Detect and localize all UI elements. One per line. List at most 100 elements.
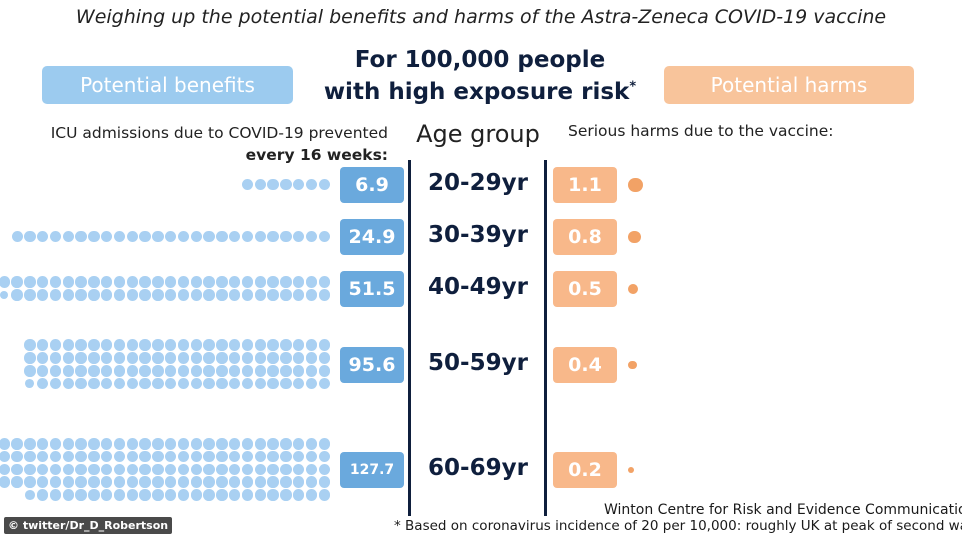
benefit-dot-50-59 <box>216 339 228 351</box>
benefit-dot-40-49 <box>228 276 241 288</box>
benefit-dot-20-29 <box>254 178 266 191</box>
benefit-dot-50-59 <box>254 339 266 351</box>
benefit-dot-60-69 <box>216 476 228 488</box>
age-label-30-39: 30-39yr <box>428 222 528 248</box>
benefit-dot-40-49 <box>216 276 228 288</box>
benefit-dot-60-69 <box>49 450 62 463</box>
benefit-dot-60-69 <box>254 438 266 450</box>
benefit-dot-60-69 <box>152 476 164 488</box>
benefit-dot-40-49 <box>11 276 23 288</box>
benefit-dot-30-39 <box>216 230 228 243</box>
benefit-dot-50-59 <box>318 377 330 390</box>
benefit-dot-50-59 <box>305 339 318 351</box>
benefit-dot-60-69 <box>88 463 100 476</box>
benefit-dot-60-69 <box>292 489 305 501</box>
chart-subtitle: For 100,000 people with high exposure ri… <box>320 44 640 108</box>
harm-dot-60-69 <box>628 466 635 474</box>
benefit-dot-60-69 <box>203 463 215 476</box>
benefit-dot-30-39 <box>190 230 202 243</box>
harms-column-heading: Serious harms due to the vaccine: <box>568 122 834 140</box>
benefit-dot-60-69 <box>292 463 305 476</box>
benefit-dot-60-69 <box>177 476 190 488</box>
benefit-dot-50-59 <box>164 352 177 364</box>
benefit-dot-50-59 <box>75 339 87 351</box>
benefit-dot-50-59 <box>318 352 330 364</box>
benefit-dot-20-29 <box>280 178 292 191</box>
benefits-column-heading: ICU admissions due to COVID-19 prevented… <box>51 122 388 166</box>
benefit-dot-60-69 <box>254 463 266 476</box>
benefit-dot-50-59 <box>139 377 151 390</box>
benefit-dot-40-49 <box>75 276 87 288</box>
benefit-dot-50-59 <box>305 365 318 377</box>
benefit-dot-40-49 <box>318 289 330 301</box>
benefit-dot-40-49 <box>267 276 279 288</box>
benefit-dot-40-49 <box>241 289 254 301</box>
benefit-dot-60-69 <box>62 489 74 501</box>
benefit-dot-60-69 <box>75 450 87 463</box>
age-label-40-49: 40-49yr <box>428 274 528 300</box>
benefit-dot-50-59 <box>152 339 164 351</box>
benefit-dot-40-49 <box>100 289 113 301</box>
benefit-dot-30-39 <box>24 230 36 243</box>
benefit-dot-40-49 <box>113 276 126 288</box>
benefit-dot-60-69 <box>203 450 215 463</box>
benefit-dot-50-59 <box>190 377 202 390</box>
benefit-dot-60-69 <box>0 476 10 488</box>
benefit-dot-60-69 <box>254 489 266 501</box>
benefit-dot-40-49 <box>36 289 49 301</box>
benefit-dot-30-39 <box>164 230 177 243</box>
benefit-dot-60-69 <box>254 476 266 488</box>
benefit-dot-60-69 <box>164 438 177 450</box>
benefit-dot-40-49 <box>36 276 49 288</box>
benefit-dot-60-69 <box>203 476 215 488</box>
benefit-dot-50-59 <box>267 365 279 377</box>
benefit-dot-60-69 <box>292 438 305 450</box>
benefit-dot-30-39 <box>241 230 254 243</box>
benefit-dot-60-69 <box>177 450 190 463</box>
benefit-dot-50-59 <box>113 339 126 351</box>
benefit-dot-50-59 <box>75 365 87 377</box>
benefit-dot-60-69 <box>88 476 100 488</box>
benefit-dot-60-69 <box>49 438 62 450</box>
benefit-dot-50-59 <box>267 377 279 390</box>
benefit-dot-60-69 <box>216 463 228 476</box>
benefit-dot-50-59 <box>62 365 74 377</box>
benefit-dot-50-59 <box>216 352 228 364</box>
benefit-dot-50-59 <box>254 377 266 390</box>
benefit-dot-50-59 <box>164 339 177 351</box>
benefit-dot-30-39 <box>75 230 87 243</box>
benefit-dot-40-49 <box>11 289 23 301</box>
benefit-dot-60-69 <box>190 438 202 450</box>
benefit-dot-50-59 <box>49 365 62 377</box>
harms-axis-line <box>544 160 547 516</box>
benefit-dot-50-59 <box>62 339 74 351</box>
benefit-dot-60-69 <box>100 463 113 476</box>
benefit-dot-60-69 <box>280 463 292 476</box>
benefit-dot-50-59 <box>152 365 164 377</box>
benefit-dot-40-49 <box>126 289 138 301</box>
benefit-dot-60-69 <box>254 450 266 463</box>
benefit-dot-40-49 <box>292 276 305 288</box>
benefit-dot-40-49 <box>100 276 113 288</box>
subtitle-line-2: with high exposure risk* <box>320 76 640 108</box>
benefit-dot-60-69 <box>305 438 318 450</box>
benefit-dot-50-59 <box>203 339 215 351</box>
harm-dot-30-39 <box>628 230 641 244</box>
benefit-dot-60-69 <box>228 450 241 463</box>
benefit-dot-60-69 <box>62 438 74 450</box>
benefit-dot-40-49 <box>305 289 318 301</box>
benefit-dot-60-69 <box>88 450 100 463</box>
benefit-dot-60-69 <box>36 450 49 463</box>
benefit-dot-60-69 <box>36 463 49 476</box>
benefit-dot-50-59 <box>100 365 113 377</box>
benefit-dot-50-59 <box>305 377 318 390</box>
benefit-dot-50-59 <box>88 352 100 364</box>
benefit-dot-40-49 <box>152 276 164 288</box>
benefit-dot-50-59 <box>36 365 49 377</box>
benefit-dot-50-59 <box>152 377 164 390</box>
benefit-dot-50-59 <box>139 352 151 364</box>
benefit-dot-50-59 <box>228 339 241 351</box>
benefit-dot-60-69 <box>203 489 215 501</box>
benefit-dot-60-69 <box>113 463 126 476</box>
benefit-dot-30-39 <box>203 230 215 243</box>
